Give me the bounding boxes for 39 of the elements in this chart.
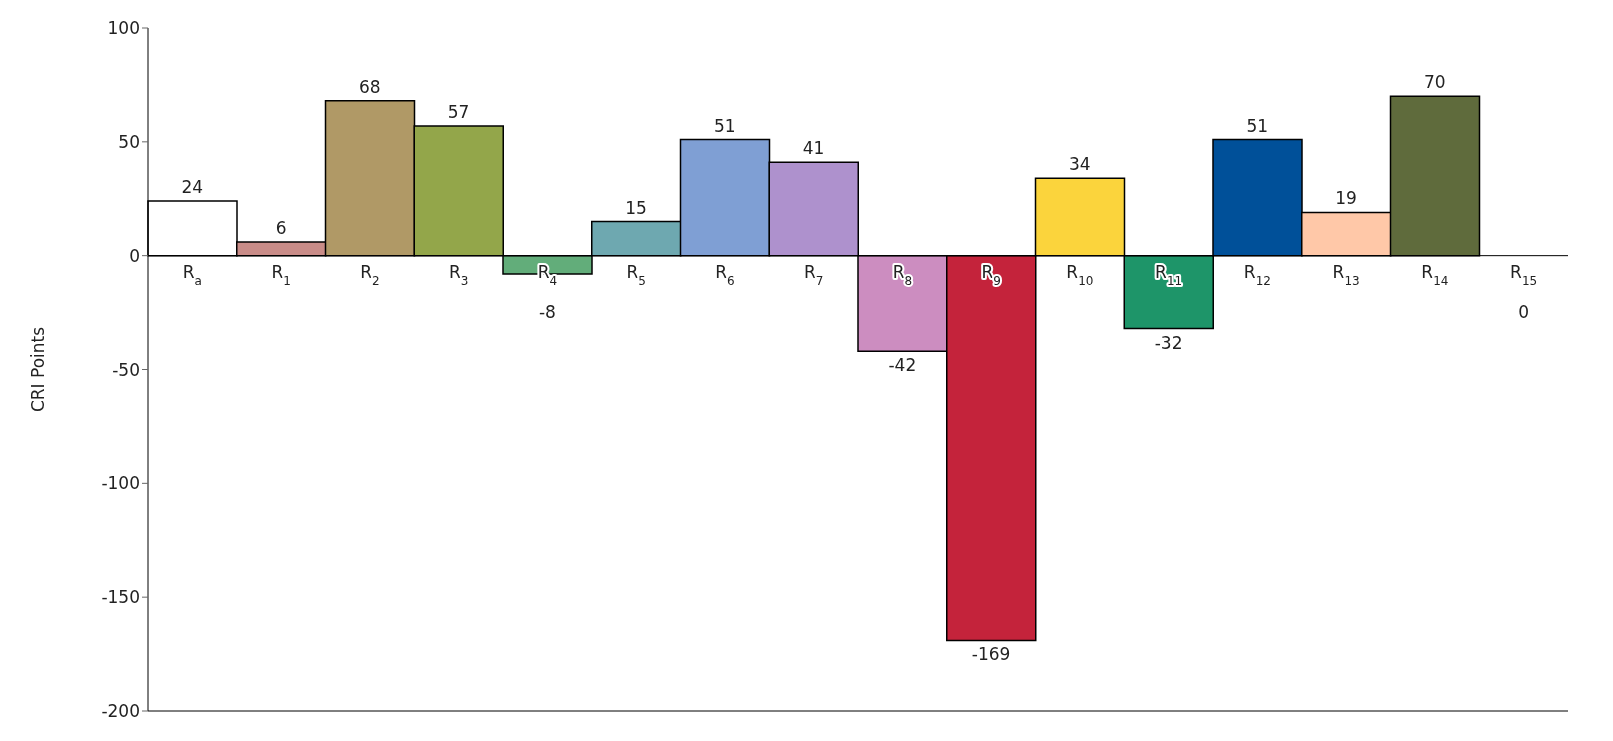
x-tick-label: R$_{8}$ [892,261,913,288]
data-label: -32 [1154,332,1183,353]
data-label: -169 [971,644,1011,665]
x-tick-label: R$_{13}$ [1332,261,1360,288]
data-label: 70 [1424,72,1446,93]
x-tick-label: R$_{a}$ [182,261,202,288]
y-tick-label: 100 [107,18,140,39]
data-label: 24 [181,177,204,198]
y-tick-label: -50 [112,359,140,380]
y-tick-label: -200 [101,701,140,722]
x-tick-label: R$_{2}$ [360,261,380,288]
x-tick-label: R$_{1}$ [271,261,291,288]
y-tick-label: -150 [101,587,140,608]
x-tick-label: R$_{3}$ [448,261,469,288]
x-tick-label: R$_{10}$ [1066,261,1094,288]
x-tick-label: R$_{15}$ [1510,261,1538,288]
x-tick-label: R$_{14}$ [1421,261,1449,288]
data-label: 68 [359,76,381,97]
y-tick-label: 50 [118,131,140,152]
y-tick-label: -100 [101,473,140,494]
data-label: 41 [802,138,825,159]
y-axis-title: CRI Points [28,326,49,413]
data-label: 19 [1335,188,1357,209]
x-tick-label: R$_{12}$ [1243,261,1271,288]
data-label: 51 [714,115,736,136]
data-label: 34 [1069,154,1091,175]
data-label: 0 [1518,301,1530,322]
data-label: 6 [275,218,287,239]
y-tick-label: 0 [129,245,140,266]
data-label: -42 [888,355,917,376]
x-tick-label: R$_{7}$ [803,261,824,288]
x-tick-label: R$_{11}$ [1155,261,1183,288]
x-tick-label: R$_{9}$ [981,261,1001,288]
data-label: -8 [538,301,556,322]
data-label: 51 [1246,115,1269,136]
data-label: 15 [625,197,647,218]
x-tick-label: R$_{5}$ [626,261,646,288]
data-label: 57 [447,101,470,122]
x-tick-label: R$_{6}$ [715,261,735,288]
